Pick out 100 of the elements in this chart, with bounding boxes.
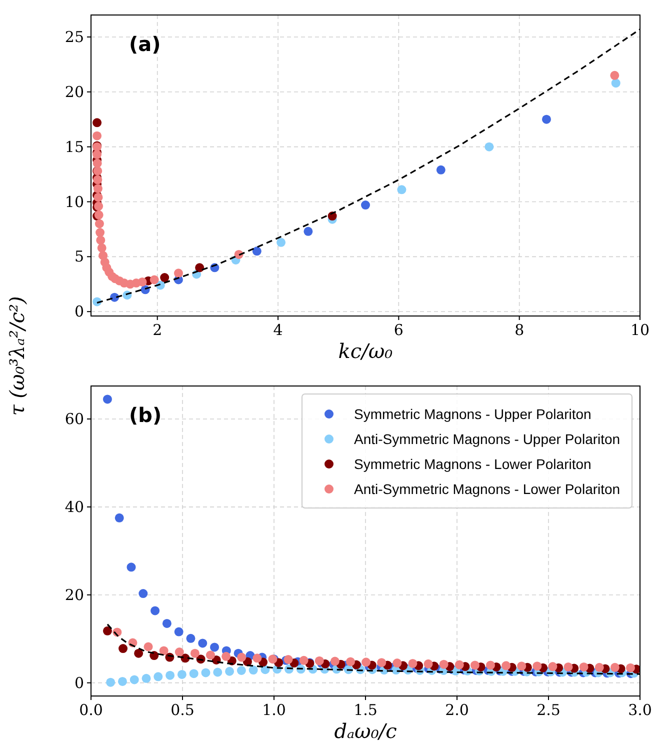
x-tick-label: 8 — [514, 321, 524, 339]
point — [142, 674, 151, 683]
point — [126, 562, 136, 572]
point — [174, 648, 184, 657]
annotation: (a) — [129, 32, 161, 56]
point — [502, 661, 511, 670]
point — [248, 666, 258, 675]
x-tick-label: 2.0 — [445, 701, 469, 719]
point — [392, 658, 402, 668]
point — [276, 238, 286, 247]
point — [177, 670, 186, 679]
point — [114, 513, 124, 522]
point — [96, 228, 105, 238]
point — [470, 660, 480, 670]
point — [454, 660, 464, 670]
x-tick-label: 2 — [152, 321, 162, 339]
y-tick-label: 0 — [74, 302, 84, 321]
point — [97, 243, 106, 252]
point — [93, 184, 102, 194]
x-tick-label: 1.5 — [354, 701, 378, 719]
annotation: (b) — [129, 403, 162, 427]
x-tick-label: 1.0 — [262, 701, 286, 719]
point — [436, 165, 446, 174]
point — [102, 626, 112, 636]
point — [439, 660, 448, 669]
point — [610, 662, 620, 672]
point — [304, 226, 313, 236]
point — [134, 648, 144, 658]
y-axis-title: τ (ω₀³λₐ²/c²) — [5, 296, 29, 416]
x-tick-label: 10 — [630, 321, 650, 339]
point — [198, 638, 208, 648]
legend-label: Symmetric Magnons - Lower Polariton — [354, 456, 592, 472]
x-axis-title: dₐω₀/c — [334, 719, 397, 743]
point — [408, 658, 418, 668]
point — [362, 658, 371, 667]
y-tick-label: 40 — [64, 498, 84, 516]
point — [118, 676, 127, 686]
point — [160, 273, 170, 282]
point — [252, 654, 262, 663]
point — [611, 78, 620, 88]
point — [166, 670, 175, 680]
legend-label: Anti-Symmetric Magnons - Upper Polariton — [354, 431, 620, 447]
point — [96, 236, 106, 245]
y-tick-label: 15 — [64, 138, 84, 156]
legend-label: Symmetric Magnons - Upper Polariton — [354, 406, 592, 422]
point — [138, 277, 147, 286]
point — [346, 657, 355, 666]
x-tick-label: 6 — [394, 321, 404, 339]
point — [106, 678, 116, 687]
point — [144, 642, 153, 652]
point — [330, 656, 340, 666]
point — [210, 642, 220, 652]
point — [564, 662, 573, 672]
point — [397, 185, 406, 194]
point — [284, 655, 293, 664]
point — [118, 644, 128, 654]
point — [186, 634, 196, 643]
point — [201, 668, 210, 678]
point — [532, 662, 542, 671]
point — [626, 663, 635, 672]
point — [213, 668, 222, 677]
point — [542, 114, 551, 124]
point — [92, 118, 102, 128]
point — [150, 606, 160, 616]
point — [150, 275, 159, 284]
y-tick-label: 5 — [74, 248, 84, 266]
point — [548, 662, 558, 672]
y-tick-label: 20 — [64, 586, 84, 604]
point — [484, 142, 494, 152]
point — [162, 618, 172, 628]
point — [222, 652, 231, 661]
point — [252, 246, 262, 256]
x-tick-label: 3.0 — [628, 701, 652, 719]
x-tick-label: 2.5 — [536, 701, 560, 719]
point — [237, 652, 246, 662]
point — [190, 648, 200, 658]
point — [594, 662, 604, 672]
point — [424, 659, 433, 668]
point — [361, 200, 370, 210]
point — [236, 666, 246, 675]
point — [174, 627, 184, 636]
point — [195, 263, 204, 272]
point — [154, 672, 163, 682]
x-tick-label: 4 — [273, 321, 283, 339]
point — [189, 669, 198, 678]
y-tick-label: 20 — [64, 82, 84, 101]
point — [486, 660, 495, 670]
point — [138, 589, 148, 598]
point — [225, 666, 234, 676]
y-tick-label: 60 — [64, 410, 84, 428]
point — [92, 150, 102, 160]
y-tick-label: 10 — [64, 192, 84, 211]
y-tick-label: 0 — [74, 674, 84, 692]
point — [206, 650, 215, 660]
x-axis-title: kc/ω₀ — [338, 339, 393, 363]
point — [174, 268, 183, 278]
legend-label: Anti-Symmetric Magnons - Lower Polariton — [354, 481, 620, 497]
point — [610, 70, 620, 80]
point — [517, 662, 526, 671]
point — [102, 394, 112, 404]
